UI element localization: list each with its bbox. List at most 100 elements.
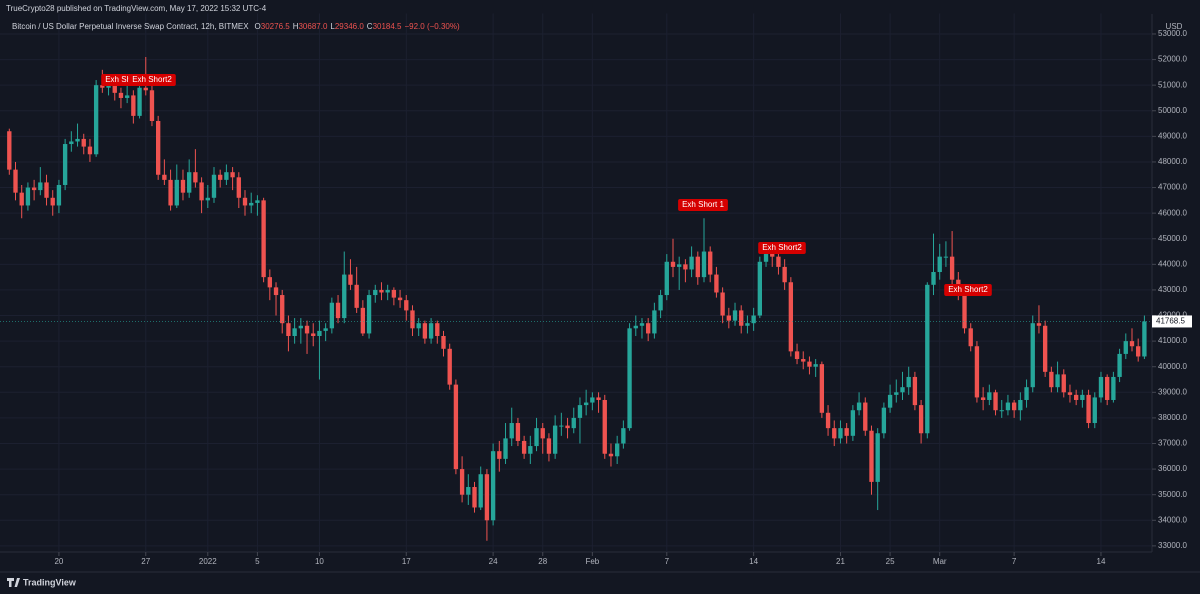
candle-body — [980, 397, 986, 400]
candle-body — [757, 261, 763, 316]
last-price-label: 41768.5 — [1156, 317, 1185, 326]
candle-body — [1086, 394, 1091, 424]
legend-value: 30276.5 — [261, 22, 290, 31]
candle-body — [856, 402, 862, 411]
candle-body — [993, 392, 998, 411]
annotation-box — [678, 199, 728, 211]
candle-body — [912, 376, 918, 406]
y-tick-label: 45000.0 — [1158, 234, 1187, 243]
candle-body — [230, 172, 235, 178]
last-price-tag — [1152, 315, 1192, 328]
annotation-text: Exh Short2 — [948, 285, 988, 294]
y-tick-label: 46000.0 — [1158, 208, 1187, 217]
candle-body — [323, 328, 328, 331]
candle-body — [236, 177, 241, 198]
candle-body — [397, 297, 403, 301]
candle-body — [1055, 374, 1060, 388]
candle-body — [478, 474, 483, 508]
candle-body — [794, 351, 800, 360]
candle-body — [906, 376, 911, 388]
candle-body — [540, 428, 545, 439]
candle-body — [1024, 387, 1029, 400]
y-tick-label: 44000.0 — [1158, 259, 1187, 268]
candle-body — [658, 295, 663, 311]
candle-body — [1111, 376, 1116, 400]
candle-body — [174, 179, 179, 206]
x-tick-label: 7 — [1012, 557, 1017, 566]
candle-body — [918, 405, 924, 434]
candle-body — [366, 295, 372, 334]
candle-body — [472, 487, 477, 508]
candle-body — [621, 428, 626, 444]
footer-text: TradingView — [23, 577, 77, 587]
candle-body — [62, 144, 68, 185]
annotation-text: Exh Short2 — [762, 243, 802, 252]
x-tick-label: Mar — [933, 557, 947, 566]
candle-body — [391, 289, 397, 298]
annotation-text: Exh Short2 — [105, 75, 145, 84]
y-tick-label: 38000.0 — [1158, 413, 1187, 422]
candle-body — [317, 330, 322, 336]
candle-body — [1129, 341, 1135, 347]
candle-body — [410, 310, 415, 329]
legend-change: −92.0 (−0.30%) — [404, 22, 459, 31]
candle-body — [559, 425, 564, 427]
candle-body — [1067, 392, 1073, 395]
candle-body — [583, 402, 589, 406]
candle-body — [242, 197, 248, 206]
x-tick-label: 21 — [836, 557, 845, 566]
candle-body — [943, 256, 949, 258]
candle-body — [484, 474, 490, 521]
x-tick-label: 5 — [255, 557, 260, 566]
candle-body — [31, 187, 37, 191]
candle-body — [1005, 402, 1011, 411]
candle-body — [701, 251, 707, 278]
candle-body — [19, 192, 24, 206]
candle-body — [1011, 402, 1017, 411]
candle-body — [286, 323, 291, 336]
candle-body — [143, 87, 148, 91]
y-tick-label: 34000.0 — [1158, 515, 1187, 524]
candle-body — [788, 282, 794, 352]
candle-body — [664, 261, 669, 296]
candle-body — [813, 364, 818, 367]
candle-body — [379, 289, 384, 293]
candle-body — [801, 359, 806, 362]
candle-body — [708, 251, 713, 275]
x-tick-label: 7 — [665, 557, 670, 566]
tradingview-logo: TradingView — [7, 577, 77, 587]
symbol-title: Bitcoin / US Dollar Perpetual Inverse Sw… — [12, 22, 249, 31]
annotation-box — [758, 242, 806, 254]
candle-body — [807, 361, 812, 367]
candle-body — [193, 172, 198, 183]
candle-body — [211, 174, 217, 198]
candle-body — [881, 407, 887, 434]
candle-body — [137, 87, 142, 116]
candle-body — [435, 323, 440, 336]
candle-body — [75, 138, 80, 142]
candle-body — [466, 487, 471, 495]
candle-body — [447, 348, 452, 385]
annotation-text: Exh Short 1 — [682, 200, 724, 209]
candle-body — [1042, 325, 1048, 372]
y-tick-label: 41000.0 — [1158, 336, 1187, 345]
candle-body — [695, 256, 700, 278]
x-tick-label: 28 — [538, 557, 547, 566]
candle-body — [968, 328, 973, 347]
candle-body — [521, 440, 527, 454]
candle-body — [894, 392, 899, 395]
legend-value: 30184.5 — [373, 22, 402, 31]
annotation: Exh Short2 — [128, 74, 176, 86]
candle-body — [863, 402, 868, 431]
candle-body — [453, 384, 459, 470]
candle-body — [503, 438, 508, 459]
annotation-text: Exh Short2 — [132, 75, 172, 84]
candle-body — [763, 251, 769, 262]
annotation: Exh Short2 — [758, 242, 806, 254]
candle-body — [187, 172, 192, 193]
candle-body — [689, 256, 694, 270]
legend-key: O — [255, 22, 261, 31]
x-tick-label: 14 — [749, 557, 758, 566]
